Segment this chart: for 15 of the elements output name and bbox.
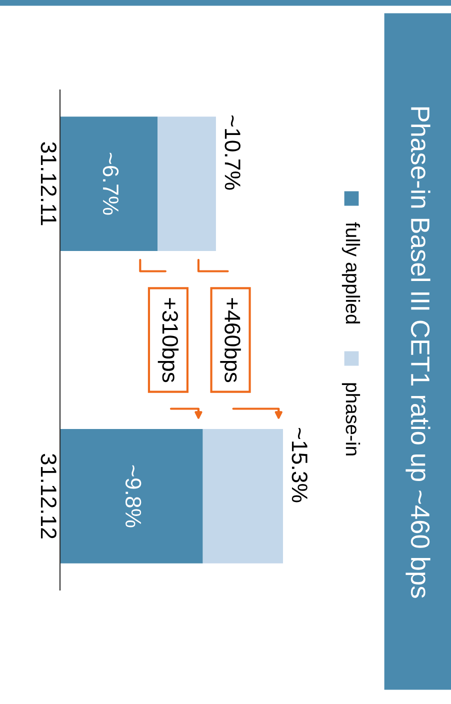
legend-label: phase-in (342, 383, 360, 456)
legend-label: fully applied (342, 222, 360, 324)
text: Phase-in Basel III CET1 ratio up ~460 bps (406, 107, 430, 598)
y-tick-label: 31.12.12 (40, 454, 56, 538)
bar (60, 116, 158, 251)
total-label: ~15.3% (292, 428, 308, 502)
data-label: ~9.8% (125, 465, 142, 528)
annotation: +460bps (220, 298, 241, 382)
annotation: +310bps (158, 298, 179, 382)
total-label: ~10.7% (224, 116, 240, 190)
y-tick-label: 31.12.11 (40, 142, 56, 226)
data-label: ~6.7% (102, 152, 119, 215)
bar (60, 429, 203, 564)
bar (158, 116, 216, 251)
bar (202, 429, 283, 564)
